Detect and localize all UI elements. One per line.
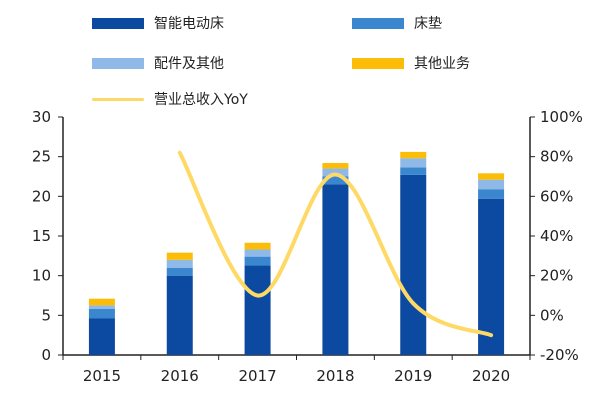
right-tick-label: 100% <box>540 108 583 126</box>
bar-segment <box>478 173 505 180</box>
right-tick-label: 60% <box>540 187 573 205</box>
right-tick-label: 80% <box>540 148 573 166</box>
bar-segment <box>322 176 349 185</box>
x-tick-label: 2017 <box>238 367 276 385</box>
left-tick-label: 10 <box>32 267 51 285</box>
bar-segment <box>88 298 115 306</box>
bar-segment <box>166 267 193 276</box>
bar-segment <box>322 184 349 355</box>
legend-label: 床垫 <box>414 16 442 32</box>
legend-item-mattress: 床垫 <box>352 13 442 33</box>
bar-segment <box>244 256 271 266</box>
left-tick-label: 15 <box>32 227 51 245</box>
legend-label: 其他业务 <box>414 56 470 72</box>
legend-item-smart-bed: 智能电动床 <box>92 13 224 33</box>
bar-segment <box>400 167 427 175</box>
legend-item-accessories: 配件及其他 <box>92 53 224 73</box>
bar-segment <box>244 265 271 355</box>
left-tick-label: 30 <box>32 108 51 126</box>
bar-segment <box>244 242 271 250</box>
legend-item-yoy: 营业总收入YoY <box>92 89 248 109</box>
right-tick-label: 40% <box>540 227 573 245</box>
bar-segment <box>244 249 271 257</box>
yoy-line <box>177 150 494 338</box>
legend-swatch <box>352 17 404 29</box>
x-tick-label: 2018 <box>316 367 354 385</box>
legend-item-other-business: 其他业务 <box>352 53 470 73</box>
x-tick-label: 2020 <box>472 367 510 385</box>
bar-segment <box>166 252 193 260</box>
legend-swatch <box>92 57 144 69</box>
bar-segment <box>88 305 115 309</box>
x-tick-label: 2015 <box>83 367 121 385</box>
bar-segment <box>400 158 427 168</box>
right-tick-label: -20% <box>540 346 579 364</box>
legend-swatch <box>352 57 404 69</box>
bar-segment <box>400 174 427 355</box>
bar-segment <box>478 198 505 355</box>
bar-segment <box>88 318 115 355</box>
legend-label: 营业总收入YoY <box>154 92 248 108</box>
bar-segment <box>166 275 193 355</box>
legend-swatch <box>92 17 144 29</box>
bar-segment <box>478 189 505 199</box>
bar-segment <box>322 163 349 169</box>
bar-segment <box>88 308 115 319</box>
left-tick-label: 25 <box>32 148 51 166</box>
bar-segment <box>478 179 505 190</box>
legend-label: 配件及其他 <box>154 56 224 72</box>
legend-label: 智能电动床 <box>154 16 224 32</box>
legend-line <box>92 97 144 101</box>
right-tick-label: 0% <box>540 306 564 324</box>
left-tick-label: 5 <box>41 306 51 324</box>
x-tick-label: 2016 <box>161 367 199 385</box>
left-tick-label: 20 <box>32 187 51 205</box>
left-tick-label: 0 <box>41 346 51 364</box>
x-tick-label: 2019 <box>394 367 432 385</box>
bar-segment <box>400 151 427 159</box>
right-tick-label: 20% <box>540 267 573 285</box>
bar-segment <box>166 259 193 268</box>
